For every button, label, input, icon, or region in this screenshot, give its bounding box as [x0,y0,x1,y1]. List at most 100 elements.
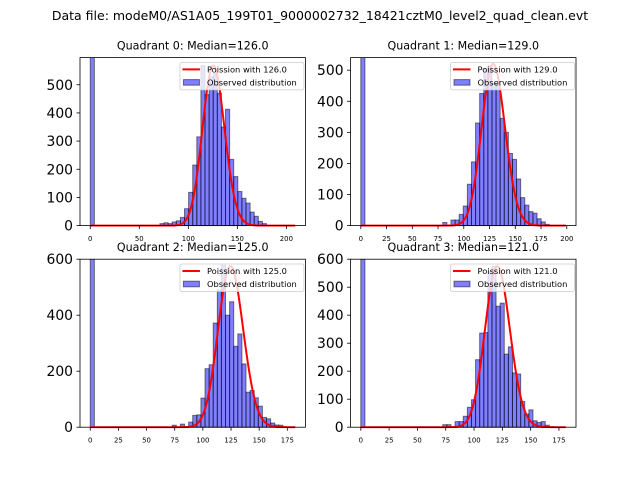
histogram-bar [511,372,518,428]
y-tick-label: 300 [317,336,344,352]
histogram-bar [237,191,243,227]
histogram-bar [532,212,538,227]
y-tick-label: 500 [317,63,344,79]
x-tick-label: 125 [496,437,509,445]
histogram-bar [507,346,513,428]
axes-frame [79,57,306,226]
y-tick-label: 0 [335,219,344,235]
histogram-bar [360,57,366,227]
y-tick-label: 0 [64,420,73,436]
y-tick-label: 100 [46,190,73,206]
histogram-bar [495,83,501,227]
x-tick-label: 175 [534,235,547,243]
y-tick-label: 0 [64,219,73,235]
legend-label: Observed distribution [478,279,568,289]
y-tick-label: 500 [46,78,73,94]
x-tick-label: 0 [88,235,92,243]
y-tick-label: 200 [317,156,344,172]
histogram-bar [216,92,222,227]
x-tick-label: 125 [224,437,237,445]
histogram-bar [491,82,497,227]
quadrant-0-plot: 0 50 100 150 200 0 100 200 300 400 500 Quadrant 0: … [46,40,306,243]
legend: Poission with 126.0 Observed distribution [179,62,305,91]
x-tick-label: 175 [552,437,565,445]
histogram-bar [89,259,95,428]
suptitle: Data file: modeM0/AS1A05_199T01_90000027… [52,8,588,23]
y-tick-label: 100 [317,392,344,408]
x-tick-label: 200 [560,235,573,243]
legend-label: Observed distribution [207,77,297,87]
histogram-bar [212,72,218,227]
x-tick-label: 50 [135,235,144,243]
y-tick-label: 500 [317,280,344,296]
histogram-bar [499,302,505,428]
histogram-bar [503,353,509,428]
histogram-bar [495,305,501,428]
y-tick-label: 600 [46,252,73,268]
x-tick-label: 125 [483,235,496,243]
subplot-title: Quadrant 1: Median=129.0 [387,40,539,53]
quadrant-2-plot: 0 25 50 75 100 125 150 175 0 200 400 600 Quadrant 2:… [46,241,306,445]
x-tick-label: 25 [385,437,394,445]
x-tick-label: 200 [280,235,293,243]
y-tick-label: 200 [46,162,73,178]
histogram-bar [204,94,210,227]
legend-box [450,62,575,91]
y-tick-label: 300 [46,134,73,150]
axes-frame [79,258,306,428]
legend-label: Observed distribution [478,77,568,87]
y-tick-label: 600 [317,252,344,268]
y-tick-label: 100 [317,188,344,204]
x-tick-label: 75 [170,437,179,445]
histogram-bar [483,332,489,428]
x-tick-label: 50 [408,235,417,243]
x-tick-label: 0 [359,235,363,243]
histogram-bar [233,345,239,428]
histogram-bar [89,57,95,227]
y-tick-label: 200 [317,364,344,380]
subplot-title: Quadrant 2: Median=125.0 [117,241,269,254]
histogram-bar [520,197,526,227]
x-tick-label: 75 [441,437,450,445]
x-tick-label: 100 [182,235,195,243]
legend-patch-swatch [182,79,200,86]
x-tick-label: 75 [434,235,443,243]
histogram-bar [208,76,214,227]
y-tick-label: 400 [317,94,344,110]
legend-box [179,263,305,292]
y-tick-label: 200 [46,364,73,380]
histogram-bar [237,333,243,428]
x-tick-label: 100 [196,437,209,445]
legend-label: Observed distribution [207,279,297,289]
histogram-bar [253,215,259,227]
x-tick-label: 50 [413,437,422,445]
legend-label: Poission with 129.0 [478,64,558,74]
plot-area [89,259,296,429]
histogram-bar [245,391,251,428]
x-tick-label: 0 [88,437,92,445]
x-tick-label: 25 [114,437,123,445]
histogram-bar [241,363,247,428]
legend-box [450,263,575,292]
x-tick-label: 150 [509,235,522,243]
legend: Poission with 121.0 Observed distribution [450,263,575,292]
histogram-bar [499,117,505,227]
histogram-bar [225,314,231,428]
legend-label: Poission with 126.0 [207,64,287,74]
legend-patch-swatch [453,79,471,86]
x-tick-label: 150 [253,437,266,445]
x-tick-label: 150 [231,235,244,243]
legend-box [179,62,305,91]
y-tick-label: 0 [335,420,344,436]
legend: Poission with 125.0 Observed distribution [179,263,305,292]
subplot-title: Quadrant 3: Median=121.0 [387,241,539,254]
legend-label: Poission with 125.0 [207,266,287,276]
axes-frame [350,57,577,226]
histogram-bar [229,301,235,428]
y-tick-label: 400 [317,308,344,324]
y-tick-label: 400 [46,308,73,324]
legend: Poission with 129.0 Observed distribution [450,62,575,91]
legend-patch-swatch [453,280,471,288]
x-tick-label: 175 [281,437,294,445]
